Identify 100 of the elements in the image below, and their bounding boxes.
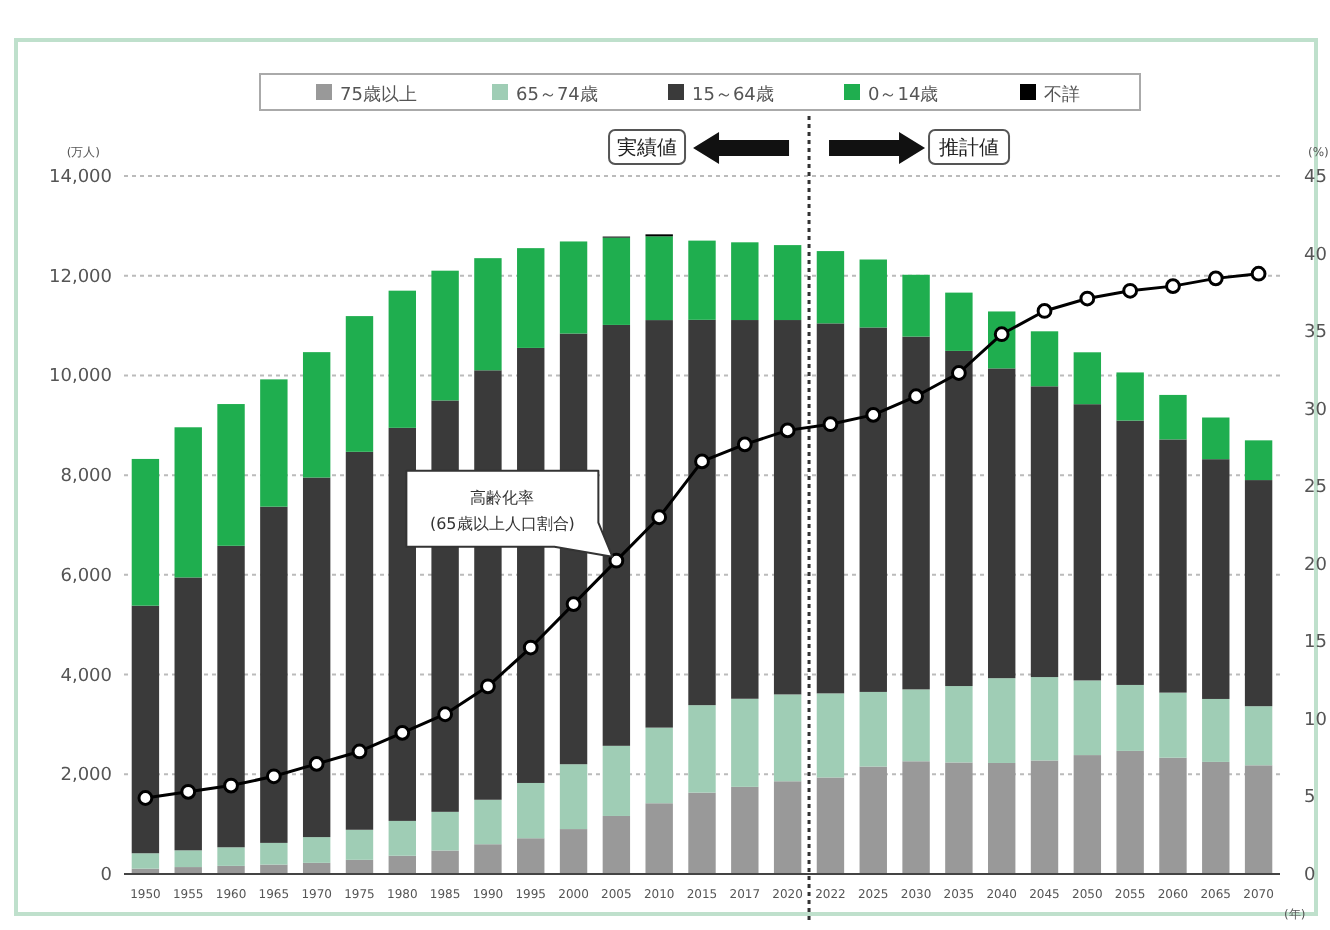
bar (816, 323, 845, 694)
point (565, 596, 582, 613)
bar (260, 506, 288, 843)
bar (1244, 440, 1273, 481)
bar (474, 799, 502, 845)
bar (1116, 372, 1144, 421)
bar (1202, 698, 1230, 762)
bar (645, 320, 673, 728)
y2-tick-label: 10 (1304, 710, 1328, 731)
y-tick-label: 2,000 (60, 766, 113, 787)
bar (1073, 352, 1102, 405)
bar (731, 698, 759, 787)
bar (517, 838, 545, 874)
bar (517, 248, 545, 348)
bar (474, 258, 502, 371)
bar (773, 781, 802, 874)
bar (345, 829, 374, 860)
bar (816, 251, 845, 324)
bar (645, 236, 673, 321)
point (608, 552, 625, 569)
bar (988, 368, 1016, 679)
bar (1073, 680, 1102, 756)
bar (174, 577, 202, 851)
y2-tick-label: 40 (1304, 245, 1328, 266)
y-tick-label: 8,000 (60, 467, 113, 488)
bar (602, 237, 631, 325)
point (1250, 265, 1267, 282)
bar (902, 761, 930, 874)
y2-tick-label: 15 (1304, 633, 1327, 654)
bar (302, 352, 331, 478)
bar (474, 844, 502, 874)
point (779, 422, 796, 439)
bar (388, 820, 416, 856)
bar (388, 855, 416, 874)
bar (902, 274, 930, 337)
y-tick-label: 14,000 (49, 168, 113, 188)
bar (1159, 394, 1187, 440)
bar (859, 327, 887, 692)
bar (559, 829, 588, 874)
point (1165, 278, 1181, 295)
y-tick-label: 6,000 (60, 566, 113, 587)
bar (1073, 755, 1102, 874)
bar (1159, 439, 1187, 693)
annotation: 実績値 (608, 129, 687, 165)
legend-label: 65～74歳 (516, 84, 598, 106)
bar (302, 477, 331, 838)
point (351, 743, 368, 760)
annotation: 推計値 (928, 129, 1011, 165)
bar (859, 259, 887, 328)
bar (302, 837, 331, 863)
bar (688, 792, 716, 874)
bar (174, 427, 202, 578)
bar (859, 766, 887, 874)
bar (945, 292, 973, 351)
bar (1030, 331, 1059, 387)
point (437, 706, 454, 723)
point (908, 388, 924, 405)
bar (645, 803, 673, 874)
y-tick-label: 12,000 (49, 267, 113, 288)
bar (1116, 684, 1144, 751)
point (223, 777, 239, 794)
bar (1116, 750, 1144, 874)
legend-label: 75歳以上 (340, 84, 417, 106)
legend-label: 不詳 (1044, 84, 1080, 106)
bar (602, 815, 631, 874)
bar (345, 859, 374, 874)
bar (945, 350, 973, 687)
bar (260, 842, 288, 865)
bar (945, 686, 973, 763)
bar (816, 777, 845, 874)
bar (1159, 692, 1187, 758)
point (865, 406, 882, 423)
y2-tick-label: 30 (1304, 400, 1328, 421)
bar (559, 241, 588, 334)
bar (1030, 677, 1059, 761)
point (308, 755, 325, 772)
bar (988, 678, 1016, 763)
bar (945, 762, 973, 874)
bar (559, 764, 588, 830)
point (651, 509, 668, 526)
bar (217, 847, 245, 866)
y-tick-label: 4,000 (60, 666, 113, 687)
bar (131, 853, 160, 869)
legend-label: 0～14歳 (868, 84, 939, 106)
bar (773, 320, 802, 695)
bar (902, 336, 930, 690)
bar (431, 811, 459, 851)
y2-tick-label: 25 (1304, 478, 1327, 499)
y2-tick-label: 5 (1304, 788, 1316, 809)
bar (1030, 386, 1059, 678)
bar (1244, 765, 1273, 874)
y-tick-label: 10,000 (49, 367, 113, 388)
bar (174, 850, 202, 868)
bar (988, 762, 1016, 874)
bar (688, 240, 716, 320)
bar (1244, 706, 1273, 766)
bar (1202, 417, 1230, 460)
bar (431, 270, 459, 401)
bar (1202, 761, 1230, 874)
y2-tick-label: 45 (1304, 168, 1327, 188)
